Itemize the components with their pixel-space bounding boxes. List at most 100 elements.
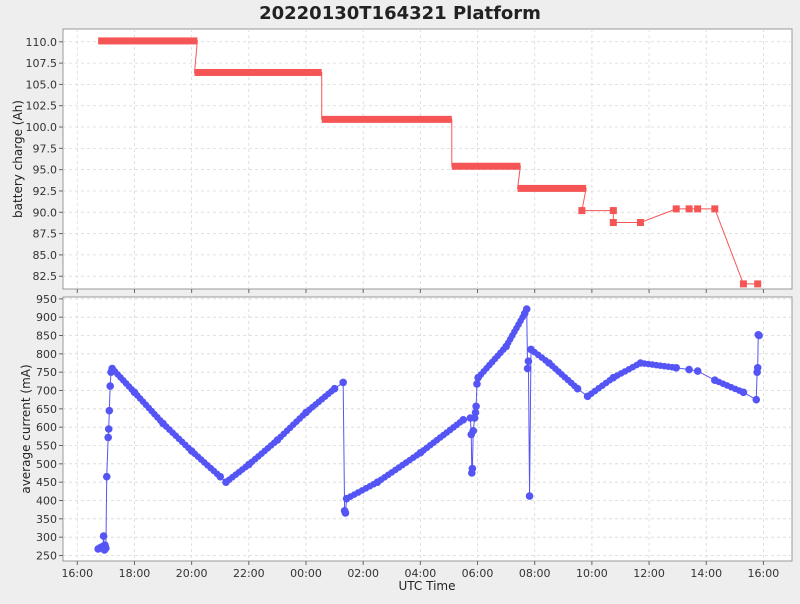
x-tick-label: 06:00 [462, 567, 494, 580]
current-point [459, 416, 468, 424]
battery-point [609, 219, 617, 227]
y-tick-label: 95.0 [33, 164, 58, 177]
current-point [108, 364, 116, 373]
battery-point [685, 205, 693, 213]
current-point [474, 373, 482, 382]
x-tick-label: 10:00 [576, 567, 608, 580]
battery-segment [98, 37, 198, 45]
current-point [341, 509, 350, 517]
y-tick-label: 450 [36, 476, 57, 489]
y-tick-label: 250 [36, 550, 57, 563]
x-tick-label: 16:00 [61, 567, 93, 580]
current-point [102, 544, 110, 552]
current-point [130, 388, 139, 397]
x-tick-label: 04:00 [405, 567, 437, 580]
y-tick-label: 87.5 [33, 228, 58, 241]
current-point [583, 392, 592, 401]
current-point [468, 464, 477, 473]
current-point [339, 378, 347, 387]
current-point [525, 492, 534, 500]
y-tick-label: 950 [36, 293, 57, 306]
current-point [104, 433, 112, 442]
current-point [159, 419, 167, 428]
current-point [472, 402, 480, 411]
current-point [330, 384, 339, 393]
y-tick-label: 107.5 [26, 57, 58, 70]
x-tick-label: 18:00 [119, 567, 151, 580]
y-tick-label: 92.5 [33, 185, 58, 198]
x-tick-label: 08:00 [519, 567, 551, 580]
current-point [245, 460, 253, 469]
battery-point [711, 205, 719, 213]
x-tick-label: 02:00 [347, 567, 379, 580]
current-point [522, 305, 531, 313]
current-point [672, 363, 681, 372]
current-point [273, 436, 282, 444]
x-tick-label: 14:00 [690, 567, 722, 580]
chart-title: 20220130T164321 Platform [259, 3, 541, 24]
x-tick-label: 22:00 [233, 567, 265, 580]
y-tick-label: 97.5 [33, 142, 58, 155]
y-tick-label: 90.0 [33, 206, 58, 219]
y-tick-label: 300 [36, 531, 57, 544]
current-point [102, 472, 111, 481]
y-tick-label: 500 [36, 458, 57, 471]
current-point [711, 376, 719, 385]
current-point [222, 478, 230, 486]
current-point [524, 357, 533, 365]
current-point [99, 532, 108, 540]
current-point [755, 331, 763, 340]
current-point [416, 449, 425, 457]
current-point [573, 384, 582, 393]
current-point [502, 342, 510, 351]
battery-segment [194, 68, 322, 76]
plot-area [62, 296, 793, 562]
current-point [545, 359, 553, 367]
y-tick-label: 800 [36, 348, 57, 361]
current-point [523, 364, 532, 373]
current-point [753, 363, 762, 372]
current-point [752, 395, 761, 404]
y-tick-label: 650 [36, 403, 57, 416]
y-tick-label: 750 [36, 366, 57, 379]
x-tick-label: 00:00 [290, 567, 322, 580]
y-tick-label: 550 [36, 440, 57, 453]
current-point [104, 425, 113, 433]
y-tick-label: 850 [36, 330, 57, 343]
y-tick-label: 700 [36, 385, 57, 398]
battery-point [694, 205, 702, 213]
current-point [106, 382, 114, 390]
battery-point [754, 280, 762, 288]
y-tick-label: 900 [36, 311, 57, 324]
panel-current: 250 300 350 400 450 500 550 600 650 700 750 800 850 9… [19, 293, 793, 565]
current-point [471, 408, 480, 417]
current-point [187, 447, 196, 455]
current-point [609, 373, 618, 382]
y-tick-label: 600 [36, 421, 57, 434]
y-tick-label: 85.0 [33, 249, 58, 262]
y-axis-label: battery charge (Ah) [11, 100, 25, 218]
battery-point [672, 205, 680, 213]
x-axis-label: UTC Time [399, 579, 456, 593]
current-point [373, 478, 382, 486]
current-point [302, 408, 310, 417]
current-point [636, 359, 645, 367]
battery-point [578, 207, 586, 215]
current-point [527, 345, 535, 354]
y-axis-label: average current (mA) [19, 364, 33, 493]
y-tick-label: 400 [36, 495, 57, 508]
battery-segment [517, 184, 587, 192]
panel-battery: 82.5 85.0 87.5 90.0 92.5 95.0 97.5 100.0 102.5 10… [11, 28, 793, 293]
current-point [739, 388, 748, 397]
battery-point [609, 207, 617, 215]
y-tick-label: 82.5 [33, 270, 58, 283]
y-tick-label: 350 [36, 513, 57, 526]
y-tick-label: 105.0 [26, 78, 58, 91]
x-tick-label: 12:00 [633, 567, 665, 580]
x-tick-label: 16:00 [748, 567, 780, 580]
current-point [693, 367, 702, 375]
current-point [105, 406, 114, 415]
y-tick-label: 100.0 [26, 121, 58, 134]
